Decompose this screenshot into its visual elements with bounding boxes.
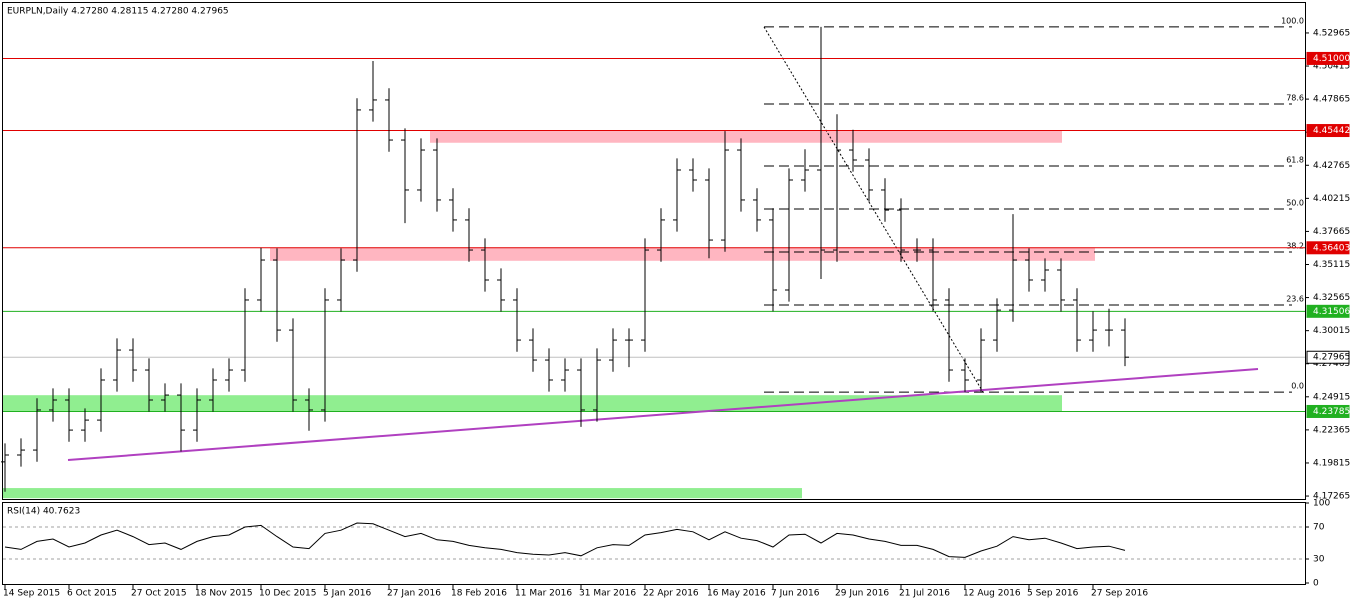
x-tick-label: 6 Oct 2015 xyxy=(67,589,117,599)
level-label: 4.23785 xyxy=(1313,407,1350,417)
level-box xyxy=(1306,241,1350,255)
fib-label: 23.6 xyxy=(1286,295,1304,304)
rsi-tick-label: 30 xyxy=(1313,555,1325,565)
x-tick-label: 27 Oct 2015 xyxy=(131,589,187,599)
y-tick-label: 4.35115 xyxy=(1313,260,1350,270)
level-label: 4.51000 xyxy=(1313,54,1350,64)
zone xyxy=(270,247,1095,261)
header: EURPLN,Daily 4.27280 4.28115 4.27280 4.2… xyxy=(7,7,229,17)
x-tick-label: 29 Jun 2016 xyxy=(835,589,889,599)
x-tick-label: 10 Dec 2015 xyxy=(259,589,317,599)
x-tick-label: 12 Aug 2016 xyxy=(963,589,1021,599)
level-label: 4.45442 xyxy=(1313,126,1350,136)
zone xyxy=(3,488,802,499)
main-frame xyxy=(2,2,1306,500)
fib-label: 0.0 xyxy=(1291,382,1304,391)
level-box xyxy=(1306,124,1350,138)
x-tick-label: 27 Jan 2016 xyxy=(387,589,441,599)
fib-label: 61.8 xyxy=(1286,155,1304,164)
trendline xyxy=(67,367,1259,462)
y-tick-label: 4.37665 xyxy=(1313,227,1350,237)
y-tick-label: 4.24915 xyxy=(1313,392,1350,402)
x-tick-label: 31 Mar 2016 xyxy=(579,589,636,599)
level-box xyxy=(1306,404,1350,418)
y-tick-label: 4.42765 xyxy=(1313,161,1350,171)
fib-label: 100.0 xyxy=(1281,16,1304,25)
y-tick-label: 4.17265 xyxy=(1313,492,1350,502)
fib-label: 50.0 xyxy=(1286,199,1304,208)
y-tick-label: 4.19815 xyxy=(1313,458,1350,468)
rsi-tick-label: 0 xyxy=(1313,579,1319,589)
level-label: 4.36403 xyxy=(1313,243,1350,253)
x-tick-label: 18 Feb 2016 xyxy=(451,589,507,599)
y-tick-label: 4.22365 xyxy=(1313,425,1350,435)
level-label: 4.31506 xyxy=(1313,307,1350,317)
x-tick-label: 18 Nov 2015 xyxy=(195,589,253,599)
y-tick-label: 4.27465 xyxy=(1313,359,1350,369)
x-tick-label: 22 Apr 2016 xyxy=(643,589,699,599)
fib-label: 38.2 xyxy=(1286,241,1304,250)
x-tick-label: 11 Mar 2016 xyxy=(515,589,572,599)
x-tick-label: 7 Jun 2016 xyxy=(771,589,820,599)
zone xyxy=(3,395,1062,412)
rsi-tick-label: 100 xyxy=(1313,499,1330,509)
zone xyxy=(430,130,1062,143)
y-tick-label: 4.47865 xyxy=(1313,95,1350,105)
level-box xyxy=(1306,51,1350,65)
rsi-line xyxy=(4,522,1126,558)
fib-swing xyxy=(763,26,984,393)
y-tick-label: 4.50415 xyxy=(1313,62,1350,72)
x-tick-label: 16 May 2016 xyxy=(707,589,766,599)
level-label: 4.27965 xyxy=(1313,353,1350,363)
fib-label: 78.6 xyxy=(1286,93,1304,102)
rsi-tick-label: 70 xyxy=(1313,523,1325,533)
rsi-frame xyxy=(2,502,1306,585)
x-tick-label: 5 Jan 2016 xyxy=(323,589,371,599)
x-tick-label: 27 Sep 2016 xyxy=(1091,589,1148,599)
y-tick-label: 4.30015 xyxy=(1313,326,1350,336)
x-tick-label: 21 Jul 2016 xyxy=(899,589,950,599)
y-tick-label: 4.40215 xyxy=(1313,194,1350,204)
rsi-title: RSI(14) 40.7623 xyxy=(7,507,80,517)
level-box xyxy=(1306,350,1350,364)
y-tick-label: 4.52965 xyxy=(1313,28,1350,38)
level-box xyxy=(1306,304,1350,318)
y-tick-label: 4.32565 xyxy=(1313,293,1350,303)
x-tick-label: 5 Sep 2016 xyxy=(1027,589,1079,599)
x-tick-label: 14 Sep 2015 xyxy=(3,589,60,599)
